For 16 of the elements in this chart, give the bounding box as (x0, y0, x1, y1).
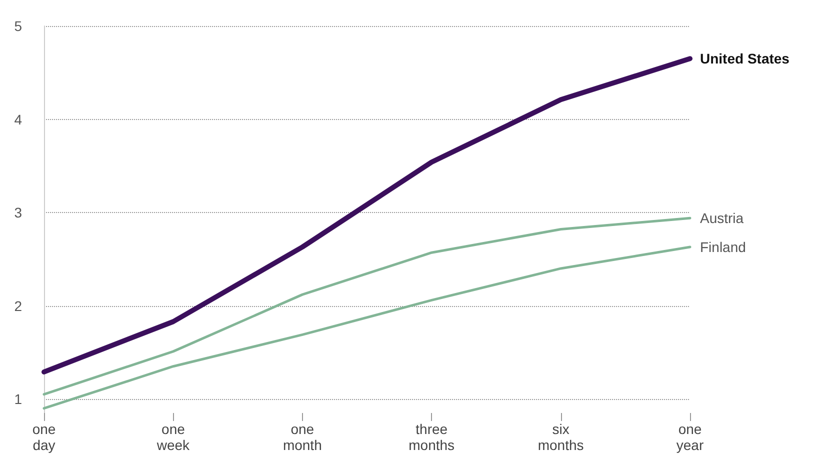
x-tick-label: three months (408, 421, 455, 453)
x-tick-label: one month (282, 421, 322, 453)
y-tick-label: 4 (14, 111, 22, 128)
x-tick-label: one week (156, 421, 191, 453)
x-tick-label: one year (676, 421, 704, 453)
y-tick-label: 2 (14, 298, 22, 314)
series-label: United States (700, 50, 790, 67)
x-tick-label: one day (32, 421, 56, 453)
y-tick-label: 1 (14, 391, 22, 408)
line-series (42, 246, 692, 410)
y-tick-label: 3 (14, 204, 22, 221)
series-label: Finland (700, 239, 746, 256)
y-tick-label: 5 (14, 18, 22, 34)
x-tick-label: six months (538, 421, 584, 453)
line-series (42, 216, 692, 396)
series-label: Austria (700, 210, 744, 226)
